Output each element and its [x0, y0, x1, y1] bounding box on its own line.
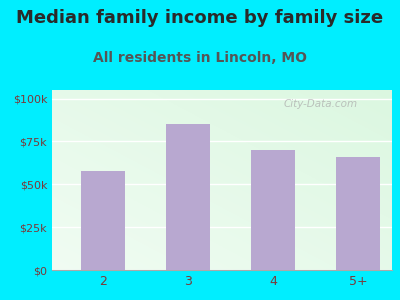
- Bar: [251, 150, 295, 270]
- Bar: [166, 124, 210, 270]
- Text: City-Data.com: City-Data.com: [283, 99, 357, 109]
- Text: Median family income by family size: Median family income by family size: [16, 9, 384, 27]
- Bar: [336, 157, 380, 270]
- Text: All residents in Lincoln, MO: All residents in Lincoln, MO: [93, 51, 307, 65]
- Bar: [81, 171, 125, 270]
